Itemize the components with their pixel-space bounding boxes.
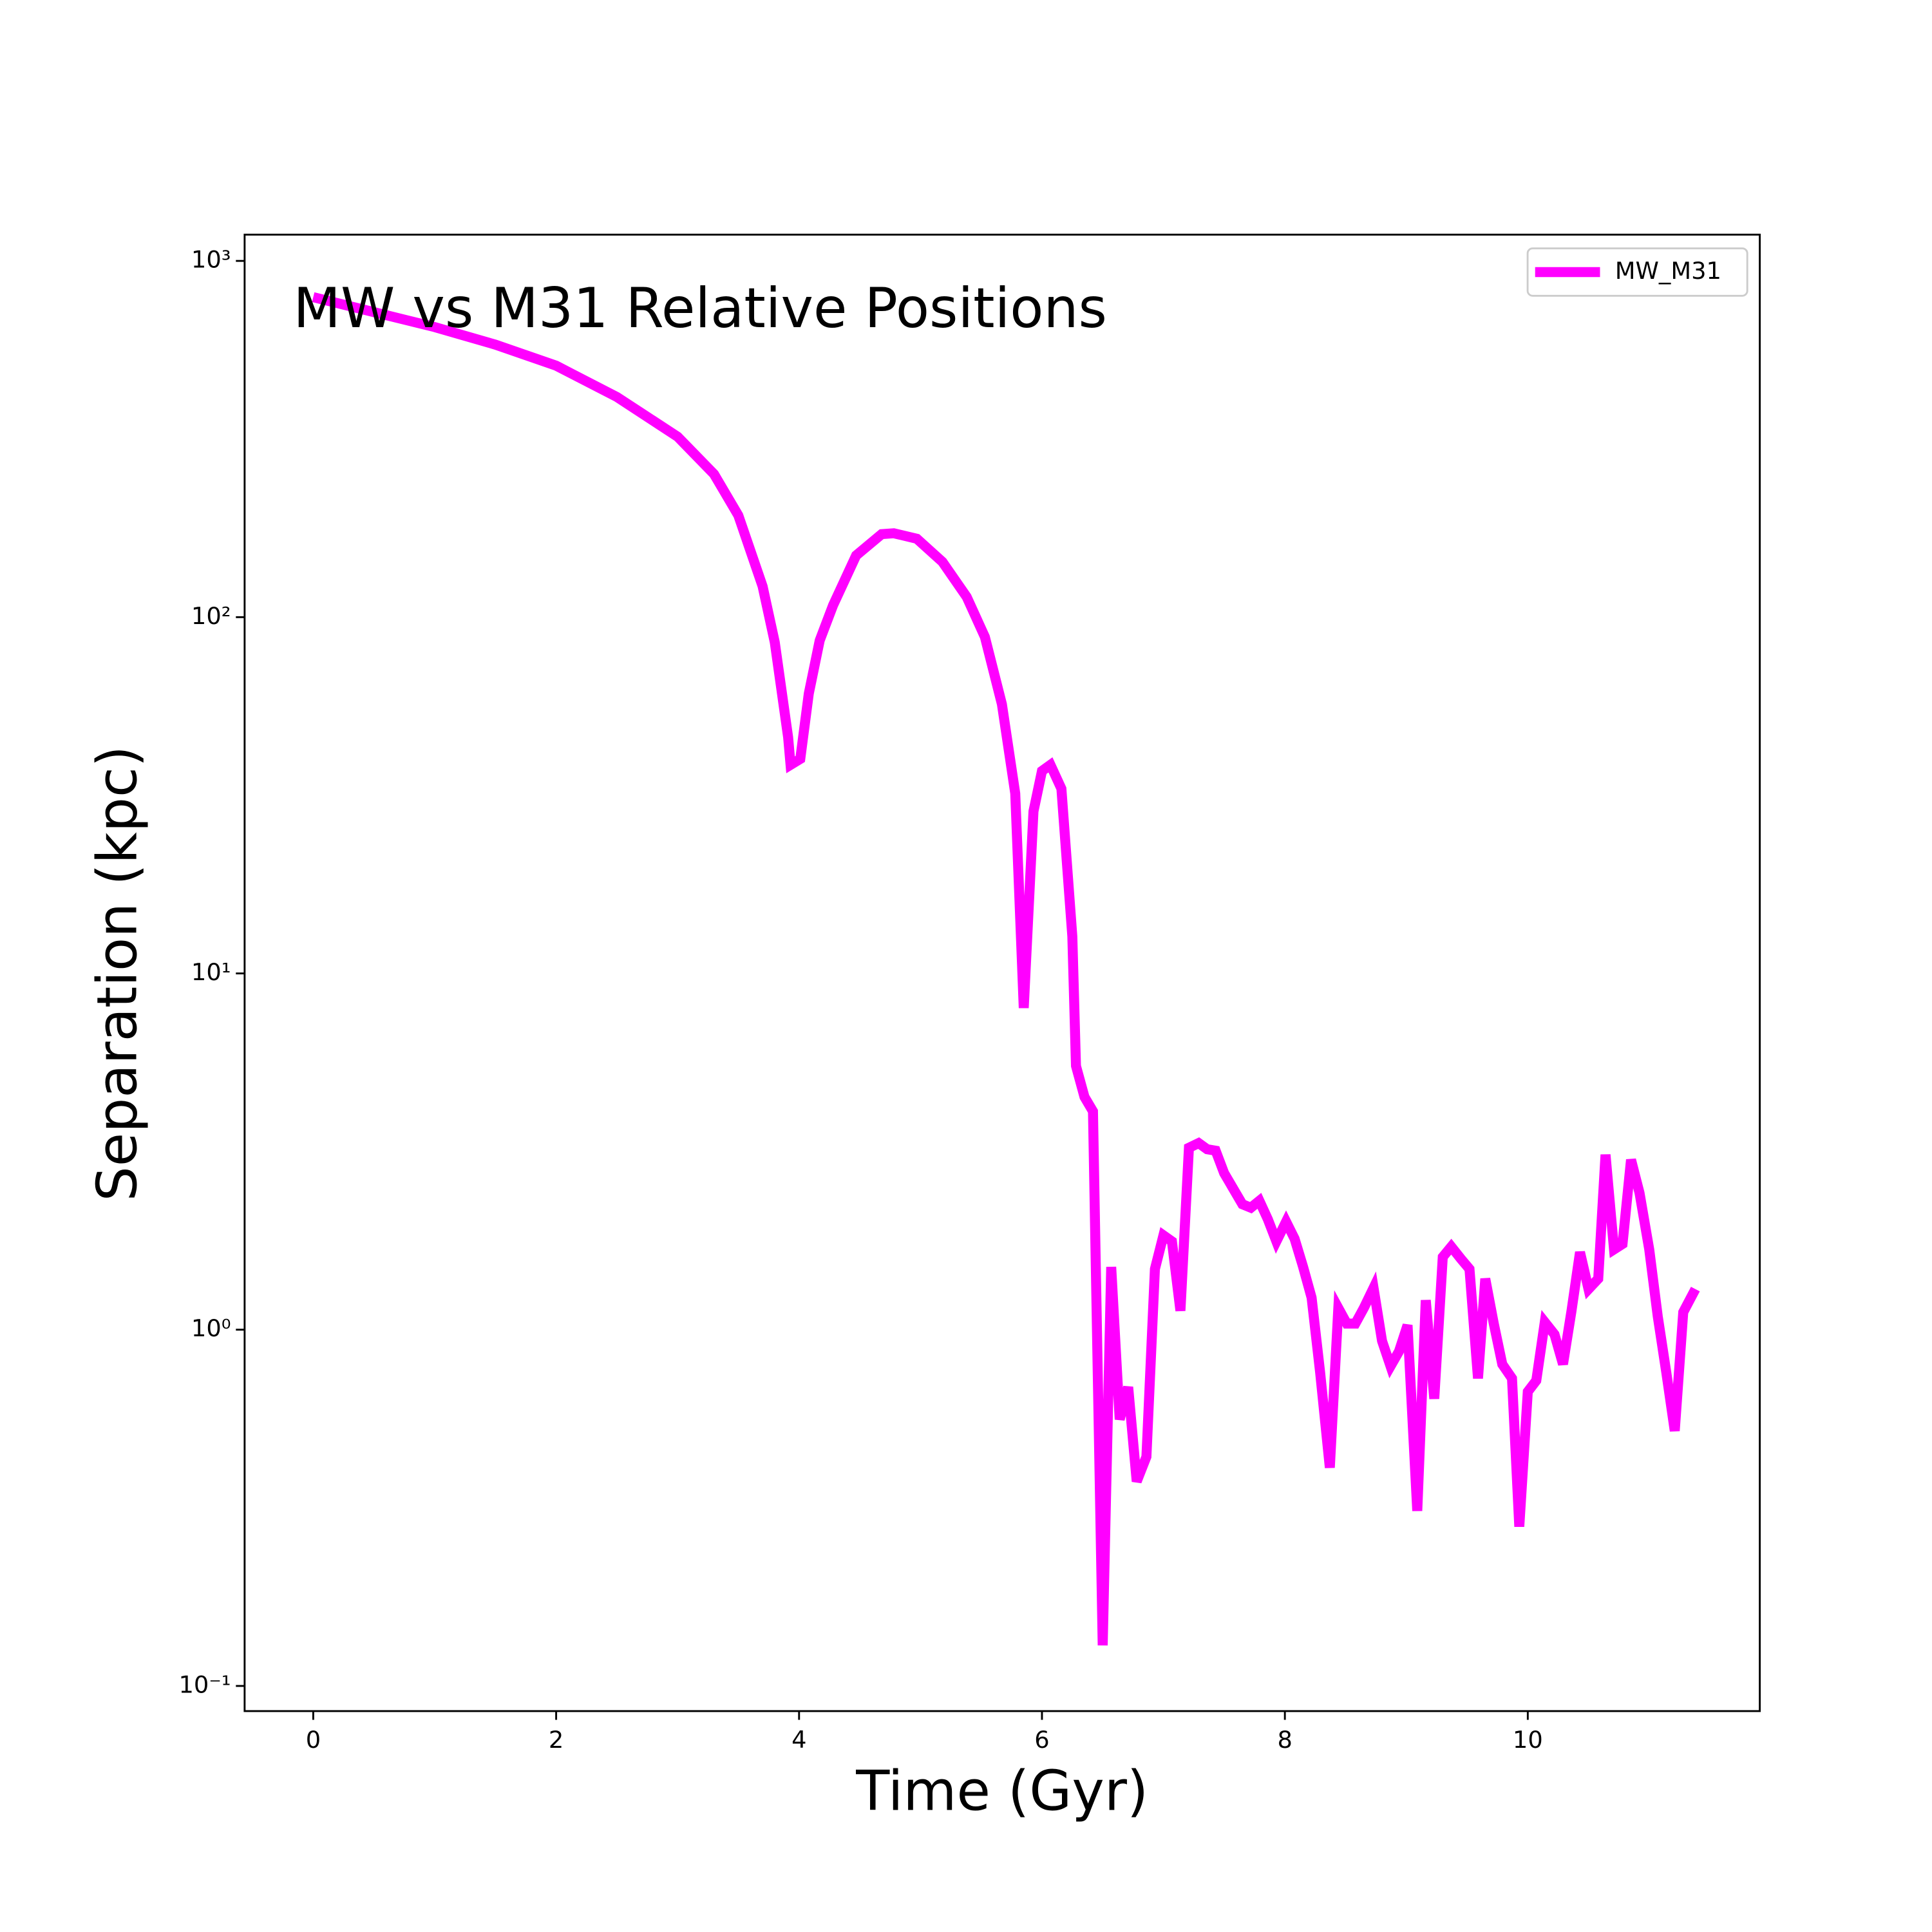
x-tick-label: 10 <box>1513 1726 1543 1754</box>
y-tick-label: 10³ <box>191 246 231 274</box>
legend-label: MW_M31 <box>1615 257 1721 285</box>
y-tick-label: 10² <box>191 602 231 630</box>
y-tick-label: 10⁻¹ <box>178 1671 231 1698</box>
chart-title: MW vs M31 Relative Positions <box>293 277 1107 341</box>
y-axis-label: Separation (kpc) <box>86 746 149 1202</box>
x-axis-label: Time (Gyr) <box>855 1759 1148 1823</box>
y-tick-label: 10¹ <box>191 958 231 986</box>
x-tick-label: 4 <box>791 1726 806 1754</box>
plot-frame <box>243 233 1761 1712</box>
x-tick-label: 8 <box>1277 1726 1292 1754</box>
data-line <box>312 292 1700 1646</box>
x-tick-label: 2 <box>549 1726 564 1754</box>
x-tick-label: 0 <box>306 1726 321 1754</box>
x-tick-label: 6 <box>1034 1726 1049 1754</box>
y-tick-label: 10⁰ <box>191 1314 231 1342</box>
legend-box <box>1526 247 1748 297</box>
